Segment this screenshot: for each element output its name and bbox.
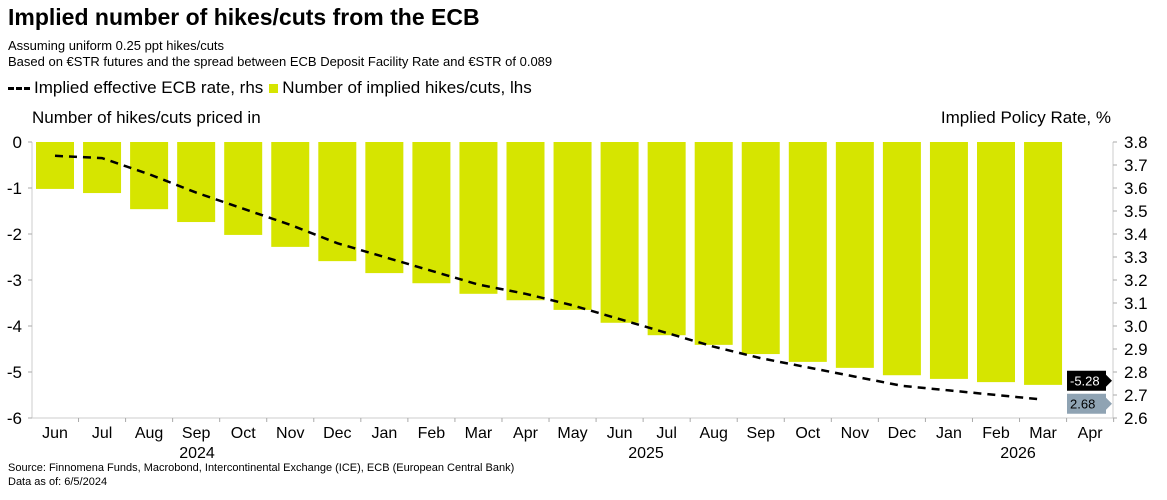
bar-feb-2026 bbox=[977, 142, 1015, 383]
bar-jan-2026 bbox=[929, 142, 968, 379]
y-tick-label: -6 bbox=[7, 409, 22, 428]
x-tick-label: Jun bbox=[42, 425, 68, 442]
x-tick-label: Nov bbox=[841, 425, 869, 442]
x-tick-label: Apr bbox=[1078, 425, 1104, 442]
bar-aug-2025 bbox=[694, 142, 733, 345]
year-label: 2025 bbox=[628, 445, 664, 462]
y2-axis-title: Implied Policy Rate, % bbox=[940, 108, 1111, 127]
x-tick-label: Feb bbox=[982, 425, 1010, 442]
legend: Implied effective ECB rate, rhs Number o… bbox=[8, 78, 532, 98]
as-of-note: Data as of: 6/5/2024 bbox=[8, 476, 108, 488]
y2-tick-label: 2.6 bbox=[1124, 409, 1148, 428]
bar-jun-2024 bbox=[36, 142, 74, 189]
y2-tick-label: 3.8 bbox=[1124, 133, 1148, 152]
bar-jul-2024 bbox=[83, 142, 122, 194]
x-tick-label: May bbox=[557, 425, 587, 442]
bar-nov-2025 bbox=[835, 142, 874, 368]
y2-tick-label: 3.0 bbox=[1124, 317, 1148, 336]
bar-oct-2025 bbox=[788, 142, 827, 362]
y2-tick-label: 3.4 bbox=[1124, 225, 1148, 244]
y-tick-label: -3 bbox=[7, 271, 22, 290]
year-label: 2026 bbox=[1000, 445, 1036, 462]
x-tick-label: Mar bbox=[465, 425, 493, 442]
bar-jun-2025 bbox=[600, 142, 639, 323]
legend-bar-swatch bbox=[269, 83, 279, 93]
legend-label-hikes: Number of implied hikes/cuts, lhs bbox=[282, 78, 532, 97]
bar-dec-2024 bbox=[318, 142, 357, 262]
y2-tick-label: 3.7 bbox=[1124, 156, 1148, 175]
chart-title: Implied number of hikes/cuts from the EC… bbox=[8, 4, 480, 30]
x-tick-label: Jun bbox=[607, 425, 633, 442]
x-tick-label: Aug bbox=[699, 425, 727, 442]
x-tick-label: Jan bbox=[371, 425, 397, 442]
y-tick-label: -1 bbox=[7, 179, 22, 198]
x-tick-label: Dec bbox=[323, 425, 351, 442]
source-note: Source: Finnomena Funds, Macrobond, Inte… bbox=[8, 462, 515, 474]
y2-tick-label: 2.7 bbox=[1124, 386, 1148, 405]
legend-line-swatch bbox=[8, 86, 30, 90]
year-label: 2024 bbox=[179, 445, 215, 462]
bar-mar-2025 bbox=[459, 142, 498, 294]
chart-subtitle-1: Assuming uniform 0.25 ppt hikes/cuts bbox=[8, 38, 225, 53]
y-tick-label: 0 bbox=[13, 133, 22, 152]
y2-tick-label: 2.9 bbox=[1124, 340, 1148, 359]
x-tick-label: Oct bbox=[231, 425, 256, 442]
x-tick-label: Jan bbox=[936, 425, 962, 442]
x-tick-label: Nov bbox=[276, 425, 304, 442]
y2-tick-label: 3.5 bbox=[1124, 202, 1148, 221]
x-tick-label: Sep bbox=[182, 425, 211, 442]
x-tick-label: Sep bbox=[747, 425, 776, 442]
bar-jul-2025 bbox=[647, 142, 686, 336]
y2-tick-label: 3.1 bbox=[1124, 294, 1148, 313]
y-tick-label: -4 bbox=[7, 317, 22, 336]
y-tick-label: -5 bbox=[7, 363, 22, 382]
bar-nov-2024 bbox=[271, 142, 310, 247]
bar-aug-2024 bbox=[130, 142, 169, 210]
rate-line bbox=[54, 154, 1044, 401]
bar-jan-2025 bbox=[365, 142, 404, 274]
bar-dec-2025 bbox=[882, 142, 921, 376]
y2-tick-label: 3.2 bbox=[1124, 271, 1148, 290]
x-tick-label: Jul bbox=[656, 425, 676, 442]
x-tick-label: Apr bbox=[513, 425, 539, 442]
x-tick-label: Feb bbox=[418, 425, 446, 442]
bar-oct-2024 bbox=[224, 142, 263, 235]
x-tick-label: Aug bbox=[135, 425, 163, 442]
bar-mar-2026 bbox=[1024, 142, 1063, 385]
bar-sep-2024 bbox=[177, 142, 216, 223]
x-tick-label: Dec bbox=[888, 425, 916, 442]
chart-subtitle-2: Based on €STR futures and the spread bet… bbox=[8, 54, 553, 69]
x-tick-label: Oct bbox=[795, 425, 820, 442]
bar-sep-2025 bbox=[741, 142, 780, 355]
y-tick-label: -2 bbox=[7, 225, 22, 244]
y2-tick-label: 2.8 bbox=[1124, 363, 1148, 382]
end-label-tag-1 bbox=[1067, 393, 1112, 414]
x-tick-label: Jul bbox=[92, 425, 112, 442]
end-label-text-0: -5.28 bbox=[1070, 374, 1100, 389]
bar-feb-2025 bbox=[412, 142, 451, 284]
y2-tick-label: 3.6 bbox=[1124, 179, 1148, 198]
bar-may-2025 bbox=[553, 142, 592, 310]
x-tick-label: Mar bbox=[1029, 425, 1057, 442]
y2-tick-label: 3.3 bbox=[1124, 248, 1148, 267]
y-axis-title: Number of hikes/cuts priced in bbox=[32, 108, 261, 127]
end-label-tag-0 bbox=[1067, 370, 1112, 391]
legend-label-rate: Implied effective ECB rate, rhs bbox=[34, 78, 264, 97]
bar-apr-2025 bbox=[506, 142, 545, 301]
end-label-text-1: 2.68 bbox=[1070, 397, 1095, 412]
